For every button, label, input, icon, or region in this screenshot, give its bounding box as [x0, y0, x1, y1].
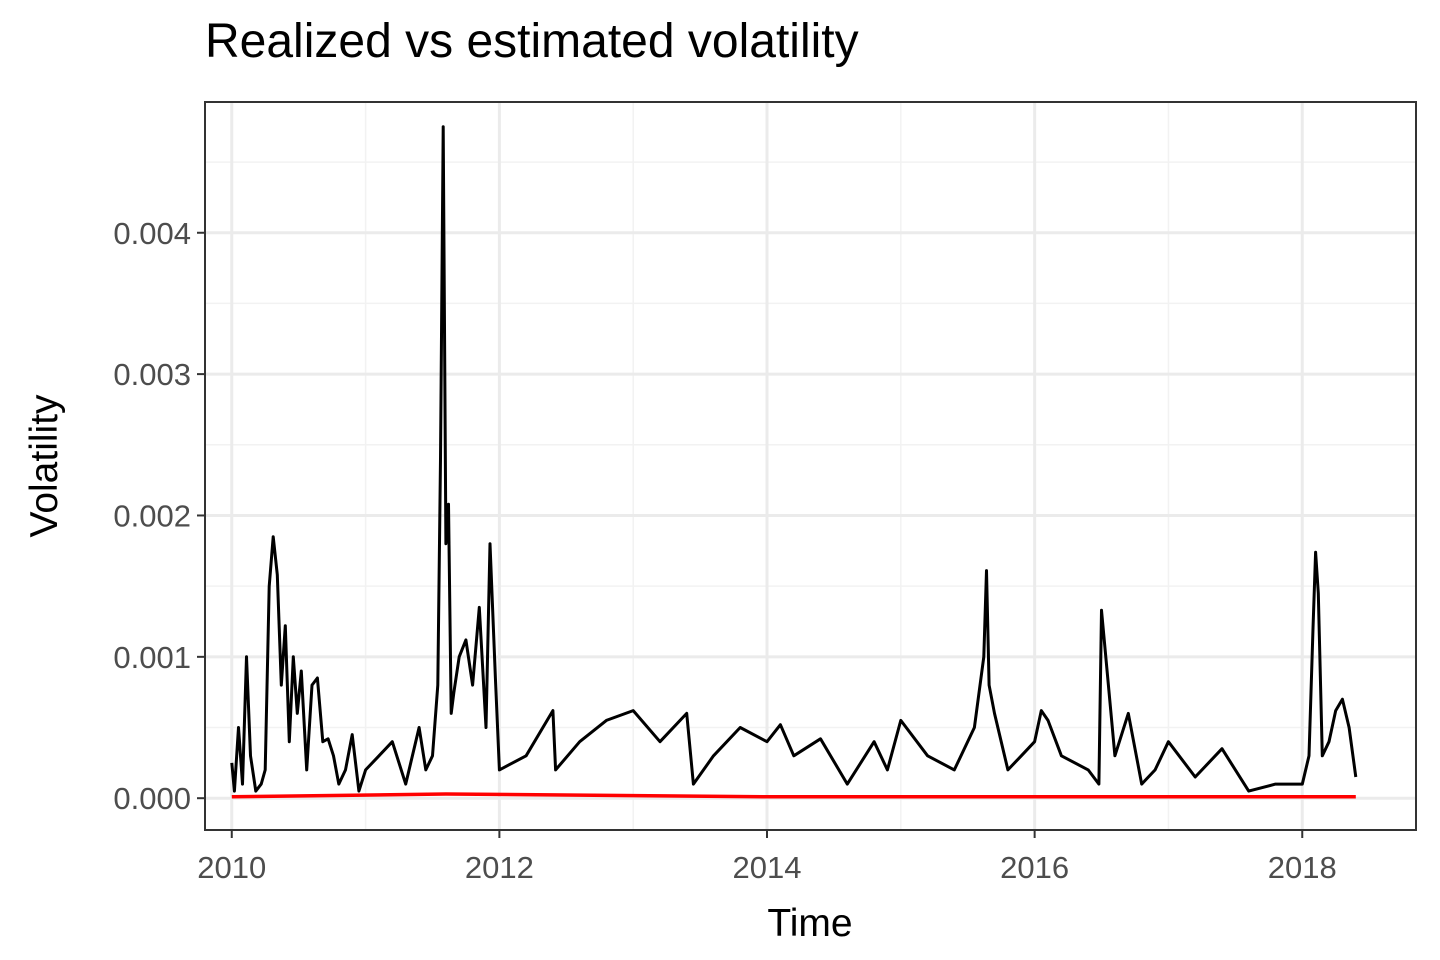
y-axis: 0.000 0.001 0.002 0.003 0.004 [113, 216, 205, 816]
plot-background [205, 102, 1416, 830]
series-line-1 [230, 125, 1358, 793]
x-tick-label: 2010 [197, 850, 266, 885]
x-axis: 2010 2012 2014 2016 2018 [197, 830, 1337, 885]
minor-gridlines [205, 102, 1416, 830]
y-tick-label: 0.004 [113, 216, 191, 251]
x-tick-label: 2016 [1000, 850, 1069, 885]
series-layer [230, 125, 1358, 799]
y-tick-label: 0.000 [113, 781, 191, 816]
series-line-2 [231, 792, 1356, 799]
plot-panel-border [204, 101, 1417, 831]
x-tick-label: 2014 [733, 850, 802, 885]
x-tick-label: 2012 [465, 850, 534, 885]
y-axis-title: Volatility [23, 394, 66, 538]
chart-title: Realized vs estimated volatility [205, 15, 859, 68]
y-tick-label: 0.001 [113, 640, 191, 675]
y-tick-label: 0.002 [113, 498, 191, 533]
x-axis-title: Time [767, 902, 852, 945]
y-tick-label: 0.003 [113, 357, 191, 392]
x-tick-label: 2018 [1268, 850, 1337, 885]
